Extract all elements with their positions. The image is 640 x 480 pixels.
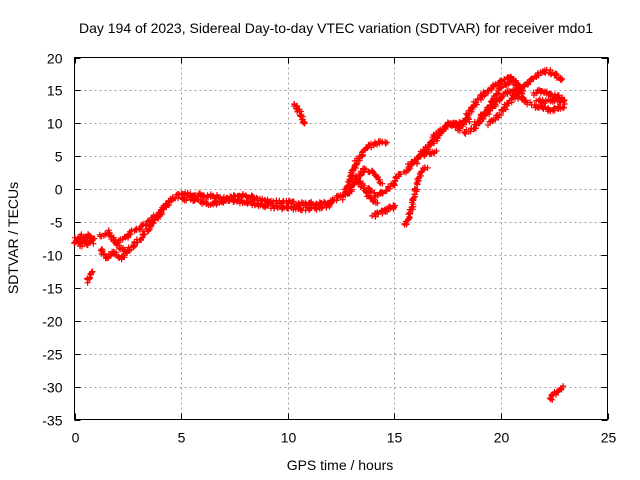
data-point: [313, 206, 320, 213]
x-tick-label: 10: [281, 430, 297, 446]
grid: [74, 57, 608, 420]
x-tick-label: 20: [494, 430, 510, 446]
data-point: [433, 148, 440, 154]
data-point: [127, 231, 134, 238]
plot-frame: [74, 57, 608, 420]
axis-ticks: 0 5 10 15 20 25 -35 -30 -25 -20 -15 -10 -5 0 5 10 15 20: [42, 51, 616, 446]
data-point: [424, 164, 431, 171]
x-tick-label: 5: [178, 430, 186, 446]
data-point: [87, 234, 94, 241]
data-point: [560, 104, 567, 111]
data-point: [264, 202, 271, 209]
data-point: [139, 231, 146, 238]
data-point: [150, 219, 157, 226]
data-point: [498, 77, 505, 84]
data-point: [194, 196, 201, 202]
y-axis-label: SDTVAR / TECUs: [5, 182, 21, 294]
data-point: [356, 179, 363, 186]
data-point: [376, 179, 383, 186]
data-point: [258, 200, 265, 207]
y-tick-label: -35: [42, 413, 62, 429]
data-point: [392, 202, 398, 209]
data-point: [412, 185, 418, 192]
data-point: [533, 90, 540, 97]
data-point: [163, 200, 170, 207]
data-point: [326, 200, 333, 207]
data-point: [100, 250, 107, 257]
data-point: [558, 77, 565, 84]
data-point: [294, 102, 301, 109]
y-tick-label: 10: [47, 116, 63, 132]
data-point: [279, 198, 286, 205]
data-point: [137, 226, 143, 233]
data-point: [376, 140, 383, 147]
data-point: [143, 221, 150, 228]
data-point: [247, 198, 254, 205]
y-tick-label: 15: [47, 83, 63, 99]
y-tick-label: -5: [50, 215, 63, 231]
y-tick-label: 20: [47, 51, 63, 67]
chart-title: Day 194 of 2023, Sidereal Day-to-day VTE…: [79, 20, 593, 36]
data-point: [371, 196, 378, 203]
data-point: [469, 104, 476, 111]
data-point: [396, 171, 403, 178]
data-point: [498, 84, 505, 91]
y-tick-label: 5: [55, 149, 63, 165]
data-point: [323, 202, 330, 209]
data-point: [343, 186, 350, 192]
data-point: [546, 395, 553, 402]
data-point: [382, 140, 389, 147]
data-point: [355, 179, 362, 186]
data-point: [490, 96, 497, 102]
data-point: [500, 93, 507, 99]
data-point: [547, 396, 554, 403]
data-point: [367, 194, 374, 201]
data-point: [552, 70, 559, 77]
data-point: [561, 101, 568, 107]
data-point: [123, 249, 130, 256]
data-point: [559, 96, 566, 103]
y-tick-label: -10: [42, 248, 62, 264]
data-point: [148, 218, 154, 225]
x-tick-label: 15: [387, 430, 403, 446]
data-point: [89, 268, 96, 275]
data-point: [535, 72, 542, 79]
data-point: [392, 174, 399, 181]
data-point: [379, 180, 386, 187]
data-point: [551, 91, 558, 98]
data-point: [492, 81, 499, 88]
data-point: [383, 187, 390, 194]
data-point: [346, 176, 353, 183]
x-tick-label: 0: [72, 430, 80, 446]
x-tick-label: 25: [601, 430, 617, 446]
y-tick-label: 0: [55, 182, 63, 198]
y-tick-label: -30: [42, 380, 62, 396]
x-axis-label: GPS time / hours: [287, 457, 394, 473]
data-point: [91, 235, 98, 242]
data-point: [301, 119, 308, 126]
y-tick-label: -20: [42, 314, 62, 330]
data-point: [488, 85, 495, 92]
data-points: [71, 66, 568, 403]
data-point: [512, 82, 519, 89]
data-point: [183, 194, 190, 201]
data-point: [372, 200, 379, 207]
data-point: [370, 169, 377, 176]
y-tick-label: -15: [42, 281, 62, 297]
data-point: [379, 210, 386, 217]
data-point: [485, 122, 491, 129]
data-point: [462, 130, 469, 137]
data-point: [383, 139, 390, 146]
y-tick-label: -25: [42, 347, 62, 363]
data-point: [512, 77, 519, 84]
data-point: [101, 251, 108, 258]
data-point: [148, 223, 154, 230]
data-point: [226, 197, 233, 204]
data-point: [369, 212, 375, 219]
data-point: [121, 254, 128, 261]
data-point: [551, 104, 558, 111]
data-point: [414, 181, 421, 188]
data-point: [410, 197, 417, 203]
